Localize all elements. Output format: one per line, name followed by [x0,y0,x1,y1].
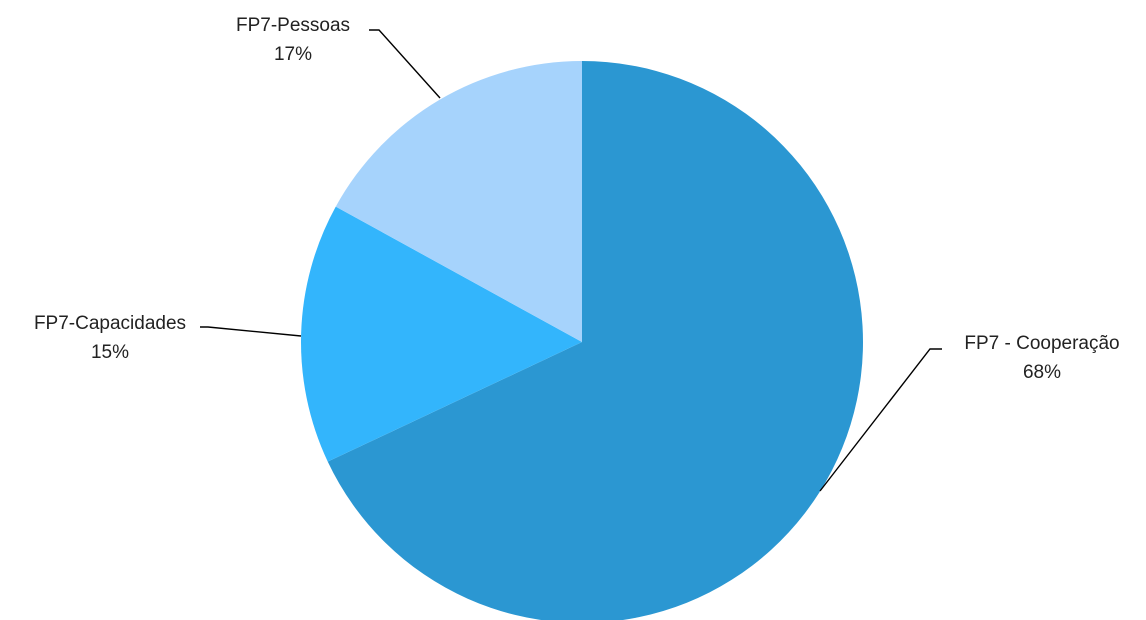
leader-line-capacidades [200,326,302,337]
pie-slice-fp7-capacidades [301,206,582,462]
pie-slices [301,61,863,620]
slice-label-pessoas-name: FP7-Pessoas [236,15,350,36]
pie-labels: FP7 - Cooperação 68% FP7-Capacidades 15%… [34,15,1120,492]
pie-slice-fp7-coopera-o [327,61,863,620]
slice-label-capacidades-name: FP7-Capacidades [34,313,186,334]
slice-label-cooperacao-name: FP7 - Cooperação [964,333,1119,354]
leader-line-cooperacao [819,348,942,492]
slice-label-capacidades-value: 15% [91,342,129,363]
leader-line-pessoas [369,29,441,99]
slice-label-pessoas-value: 17% [274,44,312,65]
pie-slice-fp7-pessoas [335,61,582,342]
slice-label-cooperacao-value: 68% [1023,362,1061,383]
